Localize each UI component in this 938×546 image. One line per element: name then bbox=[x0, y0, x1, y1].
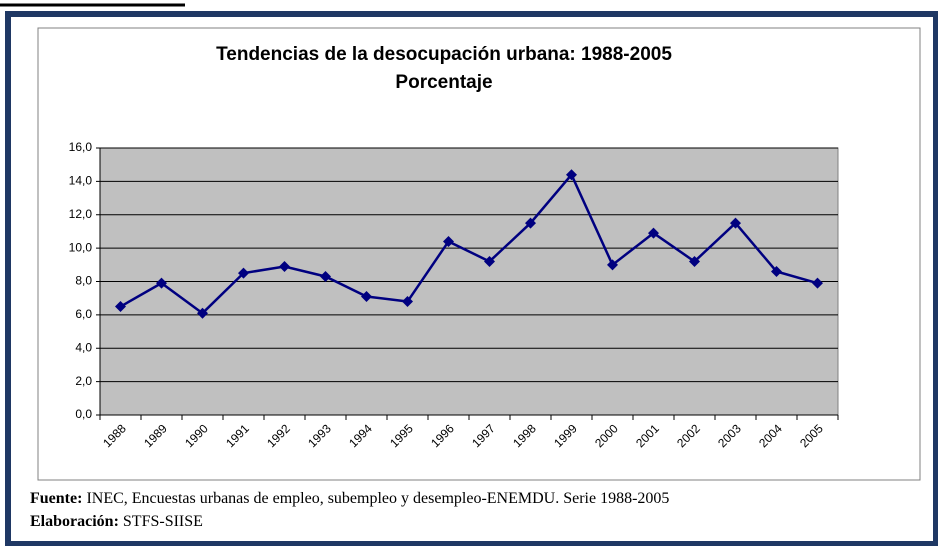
credit-label: Elaboración: bbox=[30, 513, 119, 530]
data-point bbox=[607, 259, 618, 271]
data-point bbox=[361, 291, 372, 303]
y-tick-label: 14,0 bbox=[69, 174, 93, 188]
y-tick-label: 12,0 bbox=[69, 207, 93, 221]
y-tick-label: 16,0 bbox=[69, 140, 93, 154]
y-tick-label: 4,0 bbox=[75, 340, 92, 354]
data-point bbox=[443, 235, 454, 247]
data-point bbox=[812, 277, 823, 289]
data-point bbox=[525, 217, 536, 229]
y-tick-label: 8,0 bbox=[75, 274, 92, 288]
credit-text: STFS-SIISE bbox=[119, 513, 203, 530]
data-point bbox=[115, 301, 126, 313]
data-point bbox=[771, 265, 782, 277]
data-point bbox=[730, 217, 741, 229]
y-tick-label: 2,0 bbox=[75, 374, 92, 388]
credit-note: Elaboración: STFS-SIISE bbox=[30, 513, 203, 530]
data-point bbox=[156, 277, 167, 289]
source-text: INEC, Encuestas urbanas de empleo, subem… bbox=[82, 490, 669, 507]
source-label: Fuente: bbox=[30, 490, 82, 507]
y-tick-label: 6,0 bbox=[75, 307, 92, 321]
chart-title: Tendencias de la desocupación urbana: 19… bbox=[216, 44, 672, 65]
source-note: Fuente: INEC, Encuestas urbanas de emple… bbox=[30, 490, 669, 507]
y-tick-label: 0,0 bbox=[75, 407, 92, 421]
data-point bbox=[484, 255, 495, 267]
data-point bbox=[402, 296, 413, 308]
data-point bbox=[566, 169, 577, 181]
data-point bbox=[689, 255, 700, 267]
data-point bbox=[197, 307, 208, 319]
data-point bbox=[320, 270, 331, 282]
chart-subtitle: Porcentaje bbox=[395, 72, 492, 93]
data-point bbox=[648, 227, 659, 239]
y-tick-label: 10,0 bbox=[69, 240, 93, 254]
data-line bbox=[119, 172, 818, 315]
data-point bbox=[238, 267, 249, 279]
data-point bbox=[279, 260, 290, 272]
